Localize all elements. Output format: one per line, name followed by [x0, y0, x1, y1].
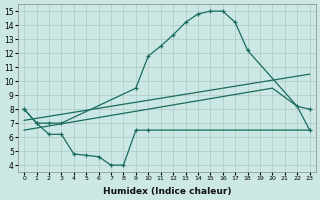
- X-axis label: Humidex (Indice chaleur): Humidex (Indice chaleur): [103, 187, 231, 196]
